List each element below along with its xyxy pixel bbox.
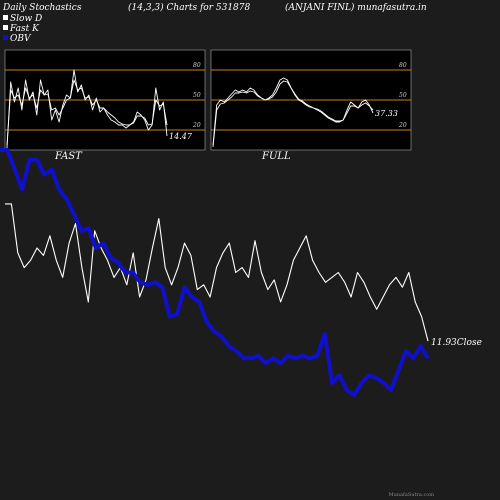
full-tick-80: 80 — [399, 62, 407, 69]
full-last-value: 37.33 — [375, 109, 398, 118]
legend-fast-k-label: Fast K — [10, 24, 39, 34]
chart-params: (14,3,3) Charts for 531878 — [128, 3, 251, 13]
fast-panel-title: FAST — [55, 151, 82, 162]
full-fast-k-line — [212, 77, 374, 146]
legend-slow-d: Slow D — [3, 14, 42, 24]
legend-obv-label: OBV — [10, 34, 31, 44]
full-panel-title: FULL — [262, 151, 291, 162]
fast-tick-50: 50 — [193, 92, 201, 99]
fast-fast-k-line — [6, 69, 168, 149]
fast-k-swatch — [3, 25, 8, 30]
chart-title: Daily Stochastics — [3, 3, 82, 13]
price-line — [5, 203, 429, 342]
company-label: (ANJANI FINL) munafasutra.in — [285, 3, 427, 13]
legend-slow-d-label: Slow D — [10, 14, 43, 24]
fast-tick-80: 80 — [193, 62, 201, 69]
full-tick-20: 20 — [398, 122, 407, 129]
fast-last-value: 14.47 — [169, 132, 193, 141]
full-tick-50: 50 — [399, 92, 407, 99]
slow-d-swatch — [3, 15, 8, 20]
close-label: 11.93Close — [431, 338, 482, 348]
obv-swatch — [3, 35, 8, 40]
fast-tick-20: 20 — [192, 122, 201, 129]
legend-obv: OBV — [3, 34, 31, 44]
legend-fast-k: Fast K — [3, 24, 39, 34]
footer-credit: MunafaSutra.com — [388, 492, 434, 498]
obv-line — [0, 148, 430, 397]
